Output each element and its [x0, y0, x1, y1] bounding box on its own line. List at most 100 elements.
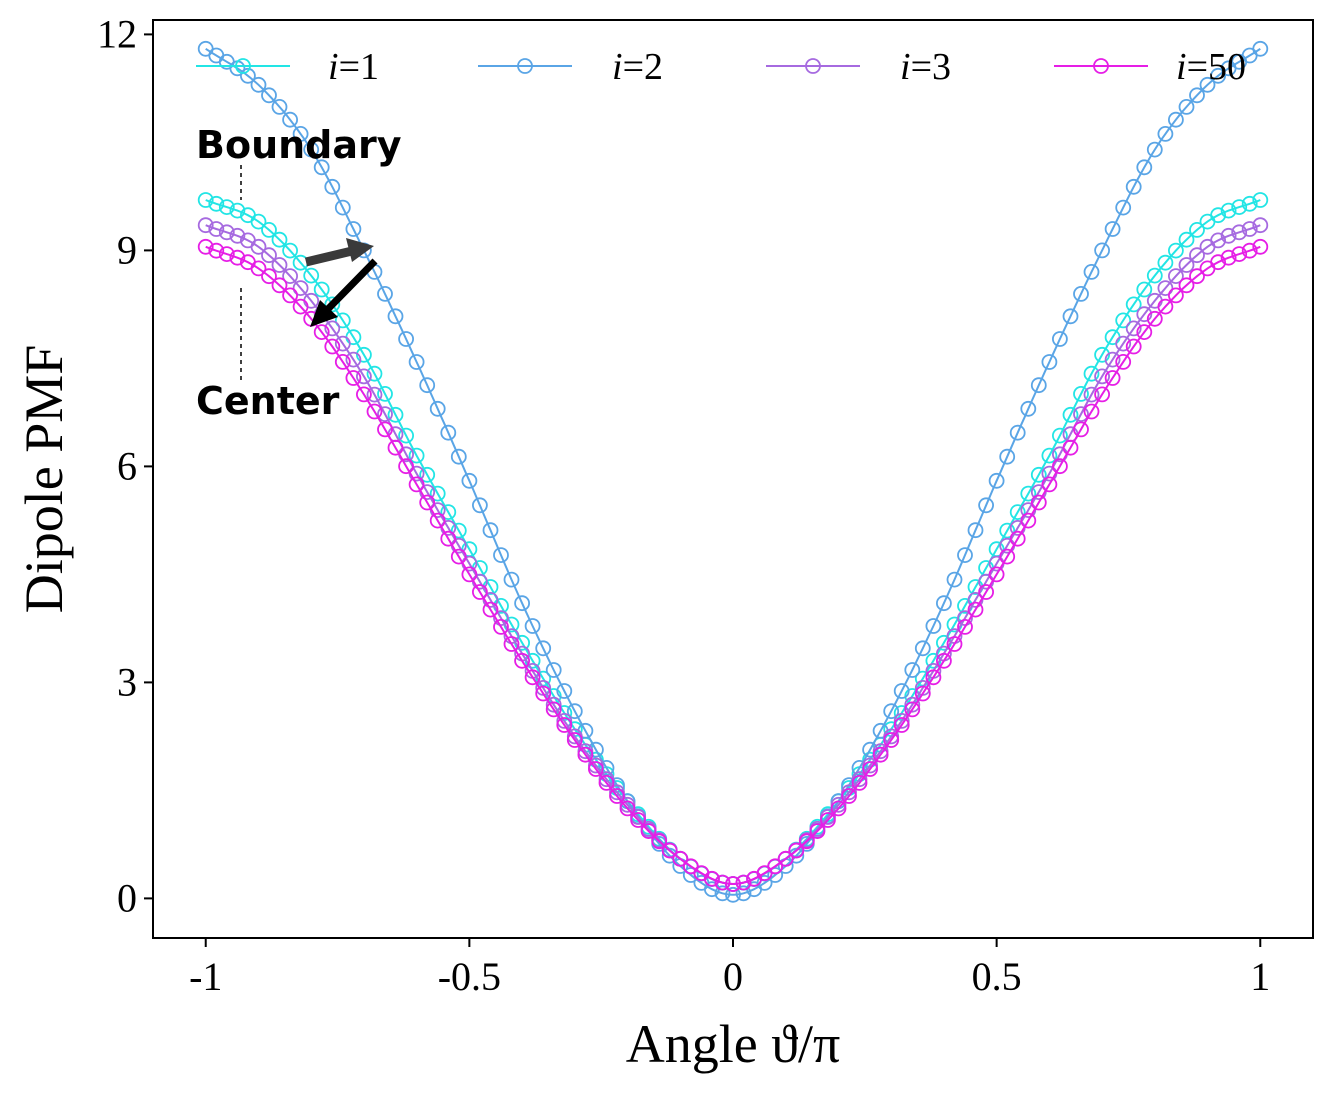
data-point: [514, 652, 530, 669]
data-point: [1115, 353, 1132, 370]
data-point: [239, 67, 256, 84]
data-point: [345, 351, 362, 368]
data-point: [1083, 263, 1100, 280]
data-point: [1030, 466, 1047, 483]
data-point: [419, 494, 436, 511]
ticks-layer: -1 -0.5 0 0.5 1 0 3 6 9 12: [97, 11, 1270, 999]
data-point: [767, 858, 784, 875]
data-point: [893, 713, 910, 729]
data-point: [914, 685, 931, 702]
data-point: [334, 335, 351, 352]
data-point: [630, 812, 646, 828]
data-point: [598, 771, 615, 788]
data-point: [250, 213, 267, 230]
data-point: [1146, 310, 1163, 327]
data-point: [282, 242, 299, 259]
data-point: [535, 640, 552, 657]
data-point: [229, 249, 246, 266]
data-point: [1210, 232, 1226, 249]
data-point: [1199, 76, 1216, 93]
data-point: [1220, 249, 1237, 266]
data-point: [303, 141, 320, 158]
data-point: [1062, 439, 1079, 456]
legend-marker: [805, 58, 821, 74]
data-point: [197, 192, 214, 208]
data-point: [777, 850, 794, 867]
data-point: [1146, 141, 1163, 158]
legend-marker: [1093, 58, 1109, 74]
data-point: [1157, 280, 1174, 297]
data-point: [261, 247, 277, 264]
data-point: [303, 267, 320, 284]
annotation-layer: Boundary Center: [196, 123, 402, 423]
data-point: [271, 99, 288, 115]
data-point: [1062, 308, 1079, 325]
y-axis-label: Dipole PMF: [14, 345, 74, 614]
data-point: [672, 850, 689, 867]
data-point: [450, 522, 467, 539]
data-point: [936, 595, 952, 612]
data-point: [387, 406, 404, 423]
data-point: [493, 547, 509, 563]
data-point: [1125, 320, 1142, 337]
data-point: [503, 636, 520, 652]
legend: i=1 i=2 i=3 i=50: [196, 46, 1246, 88]
data-point: [408, 447, 425, 464]
data-point: [1073, 421, 1089, 438]
legend-entry-i-1: i=1: [196, 46, 379, 88]
data-point: [841, 788, 857, 804]
data-point: [1168, 268, 1184, 285]
data-point: [387, 439, 404, 456]
data-point: [946, 636, 963, 652]
data-point: [851, 771, 868, 788]
x-tick-label: -1: [189, 954, 222, 999]
data-point: [714, 885, 731, 902]
data-point: [1052, 458, 1068, 475]
data-point: [1210, 67, 1226, 84]
data-point: [609, 788, 625, 804]
x-tick-label: 1: [1250, 954, 1270, 999]
data-point: [1094, 242, 1110, 259]
data-point: [377, 285, 393, 302]
data-point: [988, 472, 1005, 489]
data-point: [714, 874, 731, 891]
data-point: [271, 257, 288, 273]
data-point: [1041, 354, 1058, 370]
data-point: [1125, 338, 1142, 355]
data-point: [334, 199, 351, 216]
data-point: [503, 571, 520, 588]
legend-entry-i-2: i=2: [478, 46, 663, 88]
data-point: [1125, 296, 1142, 313]
data-point: [767, 867, 784, 883]
data-point: [1083, 403, 1100, 420]
data-point: [1094, 346, 1110, 363]
data-point: [1210, 254, 1226, 271]
data-point: [282, 111, 299, 128]
data-point: [440, 424, 457, 441]
data-point: [556, 683, 573, 699]
x-tick-label: -0.5: [438, 954, 501, 999]
data-point: [925, 618, 942, 634]
data-point: [493, 619, 509, 635]
data-point: [545, 701, 562, 718]
data-point: [398, 427, 415, 444]
data-point: [1231, 199, 1248, 216]
data-point: [830, 800, 847, 817]
data-point: [1146, 267, 1163, 284]
data-point: [366, 386, 383, 403]
data-point: [208, 242, 225, 259]
y-tick-label: 0: [117, 875, 137, 920]
data-point: [1041, 476, 1058, 493]
data-point: [197, 217, 214, 234]
data-point: [1104, 370, 1121, 386]
data-point: [1136, 159, 1153, 176]
data-point: [292, 298, 309, 315]
data-point: [598, 760, 615, 776]
data-point: [957, 619, 973, 635]
data-point: [429, 512, 446, 529]
data-point: [946, 571, 963, 588]
data-point: [1136, 306, 1153, 323]
data-point: [999, 522, 1016, 539]
